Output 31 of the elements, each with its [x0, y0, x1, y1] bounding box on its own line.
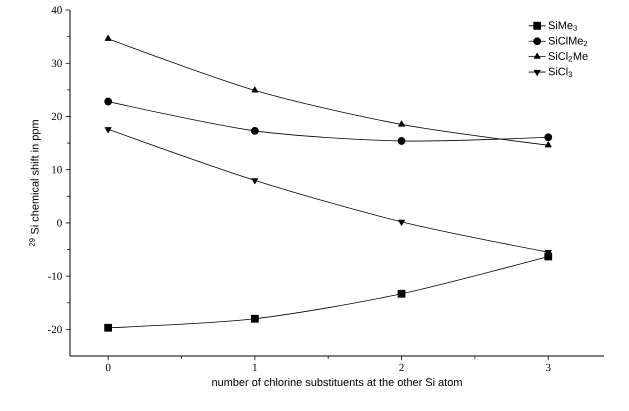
x-tick-label: 3: [546, 364, 551, 372]
point: [104, 324, 112, 332]
x-axis-title: number of chlorine substituents at the other Si atom: [212, 378, 462, 386]
point: [104, 127, 112, 134]
x-tick-label: 2: [399, 364, 404, 372]
y-tick-label: 20: [52, 112, 62, 120]
y-tick-label: 10: [52, 166, 62, 174]
point: [398, 120, 405, 127]
y-tick-label: -20: [48, 326, 62, 334]
legend-label: SiMe$_{3}$: [548, 21, 577, 31]
point: [250, 126, 259, 135]
y-tick-label: -10: [48, 272, 62, 280]
legend-label: SiClMe$_{2}$: [548, 36, 588, 46]
point: [104, 34, 112, 41]
point: [251, 178, 258, 184]
point: [398, 290, 406, 298]
y-axis-title: $^{29}$ Si chemical shift in ppm: [29, 120, 41, 246]
point: [104, 98, 112, 106]
point: [544, 141, 552, 148]
point: [251, 86, 258, 93]
y-tick-label: 30: [52, 60, 62, 67]
legend-label: SiCl$_{3}$: [548, 67, 572, 77]
point: [398, 137, 406, 145]
y-tick-label: 0: [57, 219, 62, 227]
point: [544, 133, 552, 142]
x-tick-label: 0: [106, 364, 110, 372]
point: [250, 314, 259, 323]
point: [398, 220, 405, 226]
x-tick-label: 1: [253, 364, 257, 372]
legend-label: SiCl$_{2}$Me: [548, 52, 588, 62]
y-tick-label: 40: [51, 6, 62, 14]
